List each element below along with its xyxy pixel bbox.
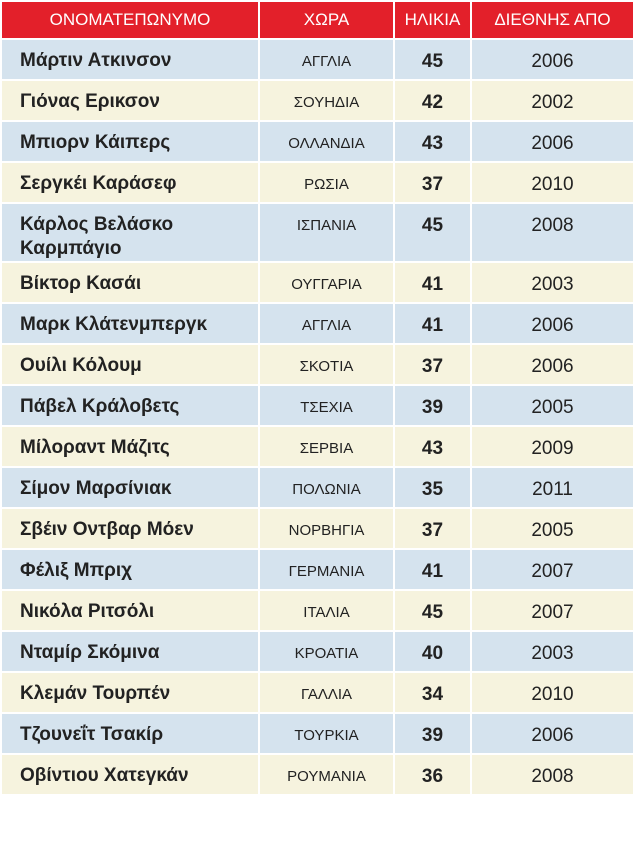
table-row: Μάρτιν Ατκινσον ΑΓΓΛΙΑ 45 2006 — [0, 38, 633, 81]
age-cell: 35 — [393, 466, 472, 509]
age-cell: 42 — [393, 79, 472, 122]
table-row: Μίλοραντ Μάζιτς ΣΕΡΒΙΑ 43 2009 — [0, 425, 633, 468]
name-cell: Ουίλι Κόλουμ — [0, 343, 260, 386]
age-cell: 37 — [393, 507, 472, 550]
name-cell: Μάρτιν Ατκινσον — [0, 38, 260, 81]
country-cell: ΠΟΛΩΝΙΑ — [258, 466, 395, 509]
year-cell: 2010 — [470, 671, 633, 714]
country-cell: ΣΟΥΗΔΙΑ — [258, 79, 395, 122]
table-row: Σίμον Μαρσίνιακ ΠΟΛΩΝΙΑ 35 2011 — [0, 466, 633, 509]
country-cell: ΤΣΕΧΙΑ — [258, 384, 395, 427]
age-cell: 43 — [393, 425, 472, 468]
table-row: Ουίλι Κόλουμ ΣΚΟΤΙΑ 37 2006 — [0, 343, 633, 386]
country-cell: ΝΟΡΒΗΓΙΑ — [258, 507, 395, 550]
table-row: Μαρκ Κλάτενμπεργκ ΑΓΓΛΙΑ 41 2006 — [0, 302, 633, 345]
name-cell: Νικόλα Ριτσόλι — [0, 589, 260, 632]
year-cell: 2006 — [470, 38, 633, 81]
country-cell: ΟΛΛΑΝΔΙΑ — [258, 120, 395, 163]
table-row: Νταμίρ Σκόμινα ΚΡΟΑΤΙΑ 40 2003 — [0, 630, 633, 673]
year-cell: 2010 — [470, 161, 633, 204]
age-cell: 37 — [393, 161, 472, 204]
country-cell: ΙΣΠΑΝΙΑ — [258, 202, 395, 263]
header-cell: ΟΝΟΜΑΤΕΠΩΝΥΜΟ — [0, 0, 260, 40]
table-body: Μάρτιν Ατκινσον ΑΓΓΛΙΑ 45 2006 Γιόνας Ερικσο… — [0, 38, 633, 796]
age-cell: 41 — [393, 261, 472, 304]
name-cell: Τζουνεΐτ Τσακίρ — [0, 712, 260, 755]
name-cell: Μαρκ Κλάτενμπεργκ — [0, 302, 260, 345]
name-cell: Φέλιξ Μπριχ — [0, 548, 260, 591]
country-cell: ΤΟΥΡΚΙΑ — [258, 712, 395, 755]
year-cell: 2006 — [470, 302, 633, 345]
table-row: Μπιορν Κάιπερς ΟΛΛΑΝΔΙΑ 43 2006 — [0, 120, 633, 163]
table-row: Γιόνας Ερικσον ΣΟΥΗΔΙΑ 42 2002 — [0, 79, 633, 122]
table-row: Βίκτορ Κασάι ΟΥΓΓΑΡΙΑ 41 2003 — [0, 261, 633, 304]
year-cell: 2006 — [470, 712, 633, 755]
name-cell: Κάρλος Βελάσκο Καρμπάγιο — [0, 202, 260, 263]
name-cell: Πάβελ Κράλοβετς — [0, 384, 260, 427]
year-cell: 2007 — [470, 589, 633, 632]
country-cell: ΓΑΛΛΙΑ — [258, 671, 395, 714]
country-cell: ΟΥΓΓΑΡΙΑ — [258, 261, 395, 304]
country-cell: ΚΡΟΑΤΙΑ — [258, 630, 395, 673]
year-cell: 2003 — [470, 630, 633, 673]
name-cell: Μίλοραντ Μάζιτς — [0, 425, 260, 468]
country-cell: ΡΟΥΜΑΝΙΑ — [258, 753, 395, 796]
name-cell: Γιόνας Ερικσον — [0, 79, 260, 122]
name-cell: Μπιορν Κάιπερς — [0, 120, 260, 163]
name-cell: Σεργκέι Καράσεφ — [0, 161, 260, 204]
header-cell: ΧΩΡΑ — [258, 0, 395, 40]
year-cell: 2008 — [470, 202, 633, 263]
age-cell: 34 — [393, 671, 472, 714]
table-row: Σβέιν Οντβαρ Μόεν ΝΟΡΒΗΓΙΑ 37 2005 — [0, 507, 633, 550]
header-cell: ΗΛΙΚΙΑ — [393, 0, 472, 40]
year-cell: 2008 — [470, 753, 633, 796]
name-cell: Κλεμάν Τουρπέν — [0, 671, 260, 714]
referee-table: ΟΝΟΜΑΤΕΠΩΝΥΜΟ ΧΩΡΑ ΗΛΙΚΙΑ ΔΙΕΘΝΗΣ ΑΠΟ Μά… — [0, 0, 633, 796]
table-row: Κάρλος Βελάσκο Καρμπάγιο ΙΣΠΑΝΙΑ 45 2008 — [0, 202, 633, 263]
year-cell: 2005 — [470, 384, 633, 427]
year-cell: 2005 — [470, 507, 633, 550]
age-cell: 45 — [393, 38, 472, 81]
year-cell: 2009 — [470, 425, 633, 468]
age-cell: 36 — [393, 753, 472, 796]
country-cell: ΡΩΣΙΑ — [258, 161, 395, 204]
country-cell: ΑΓΓΛΙΑ — [258, 38, 395, 81]
age-cell: 45 — [393, 202, 472, 263]
name-cell: Σίμον Μαρσίνιακ — [0, 466, 260, 509]
table-row: Φέλιξ Μπριχ ΓΕΡΜΑΝΙΑ 41 2007 — [0, 548, 633, 591]
name-cell: Νταμίρ Σκόμινα — [0, 630, 260, 673]
table-row: Τζουνεΐτ Τσακίρ ΤΟΥΡΚΙΑ 39 2006 — [0, 712, 633, 755]
table-row: Νικόλα Ριτσόλι ΙΤΑΛΙΑ 45 2007 — [0, 589, 633, 632]
year-cell: 2003 — [470, 261, 633, 304]
country-cell: ΓΕΡΜΑΝΙΑ — [258, 548, 395, 591]
age-cell: 39 — [393, 712, 472, 755]
age-cell: 43 — [393, 120, 472, 163]
age-cell: 41 — [393, 302, 472, 345]
age-cell: 37 — [393, 343, 472, 386]
country-cell: ΣΕΡΒΙΑ — [258, 425, 395, 468]
country-cell: ΣΚΟΤΙΑ — [258, 343, 395, 386]
country-cell: ΑΓΓΛΙΑ — [258, 302, 395, 345]
table-row: Πάβελ Κράλοβετς ΤΣΕΧΙΑ 39 2005 — [0, 384, 633, 427]
year-cell: 2011 — [470, 466, 633, 509]
year-cell: 2002 — [470, 79, 633, 122]
country-cell: ΙΤΑΛΙΑ — [258, 589, 395, 632]
year-cell: 2006 — [470, 120, 633, 163]
name-cell: Σβέιν Οντβαρ Μόεν — [0, 507, 260, 550]
header-cell: ΔΙΕΘΝΗΣ ΑΠΟ — [470, 0, 633, 40]
name-cell: Οβίντιου Χατεγκάν — [0, 753, 260, 796]
age-cell: 45 — [393, 589, 472, 632]
table-row: Σεργκέι Καράσεφ ΡΩΣΙΑ 37 2010 — [0, 161, 633, 204]
table-row: Κλεμάν Τουρπέν ΓΑΛΛΙΑ 34 2010 — [0, 671, 633, 714]
header-row: ΟΝΟΜΑΤΕΠΩΝΥΜΟ ΧΩΡΑ ΗΛΙΚΙΑ ΔΙΕΘΝΗΣ ΑΠΟ — [0, 0, 633, 40]
year-cell: 2006 — [470, 343, 633, 386]
name-cell: Βίκτορ Κασάι — [0, 261, 260, 304]
age-cell: 41 — [393, 548, 472, 591]
year-cell: 2007 — [470, 548, 633, 591]
table-header: ΟΝΟΜΑΤΕΠΩΝΥΜΟ ΧΩΡΑ ΗΛΙΚΙΑ ΔΙΕΘΝΗΣ ΑΠΟ — [0, 0, 633, 40]
table-row: Οβίντιου Χατεγκάν ΡΟΥΜΑΝΙΑ 36 2008 — [0, 753, 633, 796]
age-cell: 40 — [393, 630, 472, 673]
age-cell: 39 — [393, 384, 472, 427]
